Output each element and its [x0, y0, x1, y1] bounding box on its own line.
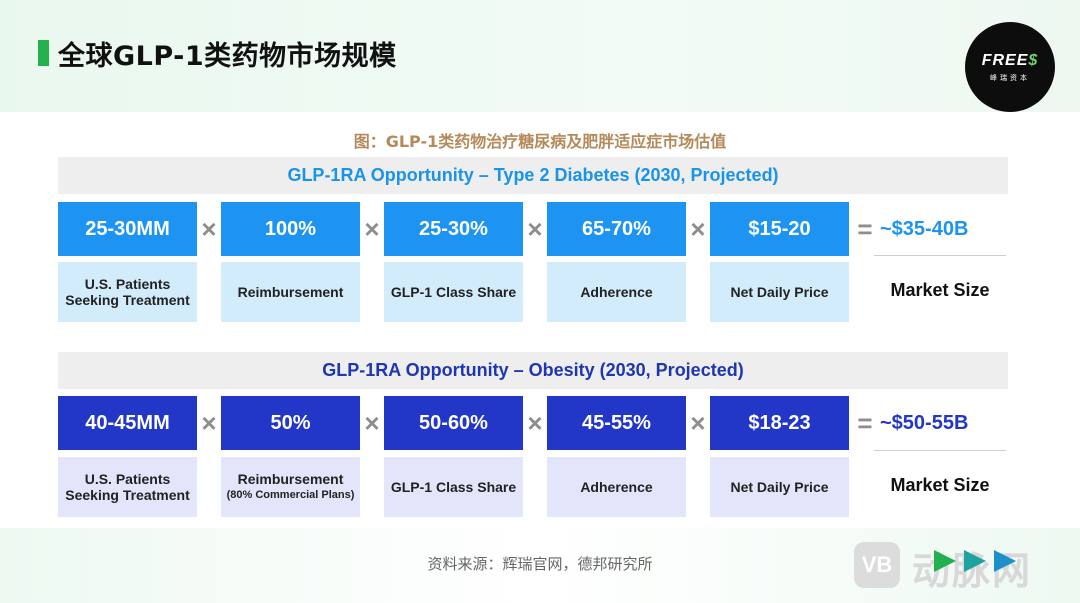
obesity-price-label: Net Daily Price: [710, 457, 849, 517]
diabetes-share-value: 25-30%: [384, 202, 523, 256]
equals-icon: =: [857, 408, 873, 438]
multiply-icon: ×: [527, 214, 543, 244]
obesity-patients-value: 40-45MM: [58, 396, 197, 450]
obesity-section-header: GLP-1RA Opportunity – Obesity (2030, Pro…: [58, 352, 1008, 389]
page-title: 全球GLP-1类药物市场规模: [58, 41, 397, 72]
obesity-market-size-value: ~$50-55B: [880, 412, 969, 434]
diabetes-reimbursement-label: Reimbursement: [221, 262, 360, 322]
multiply-icon: ×: [690, 408, 706, 438]
multiply-icon: ×: [690, 214, 706, 244]
obesity-reimbursement-title: Reimbursement: [237, 471, 344, 487]
obesity-share-value: 50-60%: [384, 396, 523, 450]
freess-logo: FREE$ 峰瑞资本: [965, 22, 1055, 112]
title-accent-bar: [38, 40, 49, 66]
logo-subtitle: 峰瑞资本: [990, 74, 1030, 82]
obesity-patients-label: U.S. Patients Seeking Treatment: [58, 457, 197, 517]
obesity-reimbursement-label: Reimbursement (80% Commercial Plans): [221, 457, 360, 517]
source-note: 资料来源：辉瑞官网，德邦研究所: [427, 555, 653, 573]
obesity-price-value: $18-23: [710, 396, 849, 450]
multiply-icon: ×: [364, 214, 380, 244]
obesity-share-label: GLP-1 Class Share: [384, 457, 523, 517]
watermark-logo: VB: [854, 542, 900, 588]
diabetes-adherence-value: 65-70%: [547, 202, 686, 256]
obesity-reimbursement-value: 50%: [221, 396, 360, 450]
play-arrows-icon: [934, 548, 1024, 574]
obesity-adherence-label: Adherence: [547, 457, 686, 517]
diabetes-market-size-value: ~$35-40B: [880, 218, 969, 240]
multiply-icon: ×: [527, 408, 543, 438]
diabetes-price-value: $15-20: [710, 202, 849, 256]
diabetes-section-header: GLP-1RA Opportunity – Type 2 Diabetes (2…: [58, 157, 1008, 194]
diabetes-market-size-label: Market Size: [890, 280, 990, 300]
multiply-icon: ×: [201, 408, 217, 438]
obesity-market-size-label: Market Size: [890, 475, 990, 495]
multiply-icon: ×: [364, 408, 380, 438]
diabetes-reimbursement-value: 100%: [221, 202, 360, 256]
divider: [874, 450, 1006, 451]
footer-background: [0, 528, 1080, 603]
diabetes-price-label: Net Daily Price: [710, 262, 849, 322]
logo-wordmark: FREE$: [981, 52, 1039, 69]
obesity-adherence-value: 45-55%: [547, 396, 686, 450]
figure-caption: 图：GLP-1类药物治疗糖尿病及肥胖适应症市场估值: [353, 132, 727, 151]
multiply-icon: ×: [201, 214, 217, 244]
header-background: [0, 0, 1080, 112]
diabetes-patients-value: 25-30MM: [58, 202, 197, 256]
obesity-reimbursement-note: (80% Commercial Plans): [226, 489, 355, 501]
divider: [874, 255, 1006, 256]
diabetes-share-label: GLP-1 Class Share: [384, 262, 523, 322]
diabetes-patients-label: U.S. Patients Seeking Treatment: [58, 262, 197, 322]
diabetes-adherence-label: Adherence: [547, 262, 686, 322]
equals-icon: =: [857, 214, 873, 244]
